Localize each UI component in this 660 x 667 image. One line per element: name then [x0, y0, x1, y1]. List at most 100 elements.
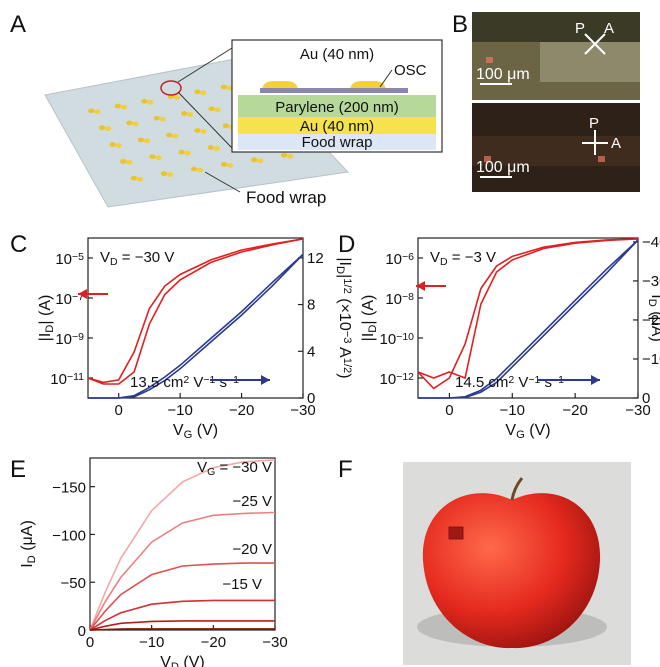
micrograph-region	[472, 12, 640, 42]
text-part: D	[171, 661, 179, 667]
device-dot	[227, 163, 233, 168]
text-part: V	[514, 374, 528, 391]
text-part: −15 V	[222, 576, 262, 593]
text-part: −9	[72, 331, 84, 343]
scale-label: 100 μm	[476, 159, 530, 176]
inset-label: OSC	[394, 62, 427, 79]
x-axis-label: VG (V)	[173, 422, 218, 441]
text-part: | (A)	[37, 295, 54, 325]
text-part: 10	[55, 331, 72, 348]
device-dot	[194, 128, 200, 133]
y2-axis-label: ID (μA)	[646, 294, 660, 342]
device-dot	[174, 95, 180, 100]
device-dot	[109, 142, 115, 147]
series-line	[90, 563, 275, 630]
device-dot	[94, 109, 100, 114]
device-dot	[149, 154, 155, 159]
panel-f-photo	[403, 462, 631, 665]
device-dot	[115, 143, 121, 148]
x-tick-label: 0	[115, 402, 123, 419]
device-dot	[155, 155, 161, 160]
panel-label: F	[338, 456, 353, 483]
y-tick-label: 10−11	[50, 371, 84, 388]
y-tick-label: 10−8	[385, 291, 414, 308]
text-part: (μA)	[19, 520, 36, 555]
device-dot	[167, 172, 173, 177]
text-part: (V)	[525, 422, 551, 439]
device-dot	[187, 112, 193, 117]
y2-tick-label: 0	[642, 390, 650, 407]
y2-tick-label: −10	[642, 351, 660, 368]
panel-a-illustration: Au (40 nm) OSC Parylene (200 nm) Au (40 …	[45, 40, 442, 207]
text-part: 10	[385, 251, 402, 268]
text-part: V	[160, 654, 171, 667]
callout: Food wrap	[246, 188, 326, 207]
annotation: −20 V	[232, 541, 272, 558]
text-part: −3	[341, 331, 353, 344]
text-part: −5	[72, 251, 84, 263]
device-dot	[221, 85, 227, 90]
series-line	[90, 600, 275, 630]
text-part: V	[505, 422, 516, 439]
y-tick-label: 0	[78, 623, 86, 640]
device-dot	[105, 126, 111, 131]
text-part: −6	[402, 251, 414, 263]
text-part: (×10	[336, 294, 353, 331]
device-dot	[197, 168, 203, 173]
y2-tick-label: −30	[642, 273, 660, 290]
text-part: 10	[55, 251, 72, 268]
arrow-head	[261, 375, 270, 385]
panel-label: A	[10, 11, 26, 38]
y2-tick-label: 0	[307, 390, 315, 407]
y2-tick-label: 12	[307, 250, 324, 267]
inset-label: Au (40 nm)	[300, 46, 374, 63]
text-part: −8	[402, 291, 414, 303]
text-part: 13.5 cm	[130, 374, 183, 391]
text-part: | (A)	[360, 295, 377, 325]
y-tick-label: −150	[52, 480, 86, 497]
text-part: V	[189, 374, 203, 391]
text-part: G	[516, 429, 525, 441]
text-part: = −30 V	[215, 459, 272, 476]
y-tick-label: 10−6	[385, 251, 414, 268]
y-tick-label: −100	[52, 527, 86, 544]
text-part: −11	[67, 371, 84, 383]
y2-tick-label: 4	[307, 343, 315, 360]
device-dot	[208, 106, 214, 111]
analyzer-label: A	[604, 20, 614, 37]
device-dot	[214, 107, 220, 112]
micrograph-feature	[598, 156, 605, 162]
device-dot	[126, 160, 132, 165]
y-tick-label: 10−10	[380, 331, 415, 348]
x-tick-label: −10	[500, 402, 525, 419]
x-axis-label: VD (V)	[160, 654, 205, 667]
device-dot	[194, 89, 200, 94]
inset-label: Parylene (200 nm)	[275, 99, 398, 116]
device-dot	[257, 158, 263, 163]
y2-axis-label: |ID|1/2 (×10−3 A1/2)	[334, 257, 353, 378]
text-part: D	[367, 325, 379, 333]
device-dot	[131, 176, 137, 181]
x-tick-label: −10	[167, 402, 192, 419]
inset-label: Au (40 nm)	[300, 118, 374, 135]
x-tick-label: −20	[229, 402, 254, 419]
device-dot	[251, 157, 257, 162]
x-tick-label: −20	[562, 402, 587, 419]
device-dot	[137, 177, 143, 182]
text-part: 1/2	[341, 358, 353, 374]
device-dot	[191, 167, 197, 172]
panel-label: B	[452, 11, 468, 38]
device-dot	[126, 121, 132, 126]
text-part: s	[540, 374, 552, 391]
device-dot	[121, 105, 127, 110]
x-tick-label: −30	[262, 634, 287, 651]
annotation: 13.5 cm2 V−1 s−1	[130, 374, 239, 391]
device-dot	[208, 145, 214, 150]
polarizer-label: P	[589, 115, 599, 132]
polarizer-label: P	[575, 20, 585, 37]
text-part: )	[336, 373, 353, 378]
device-dot	[88, 108, 94, 113]
device-dot	[147, 100, 153, 105]
x-tick-label: 0	[86, 634, 94, 651]
y-tick-label: 10−12	[380, 371, 415, 388]
